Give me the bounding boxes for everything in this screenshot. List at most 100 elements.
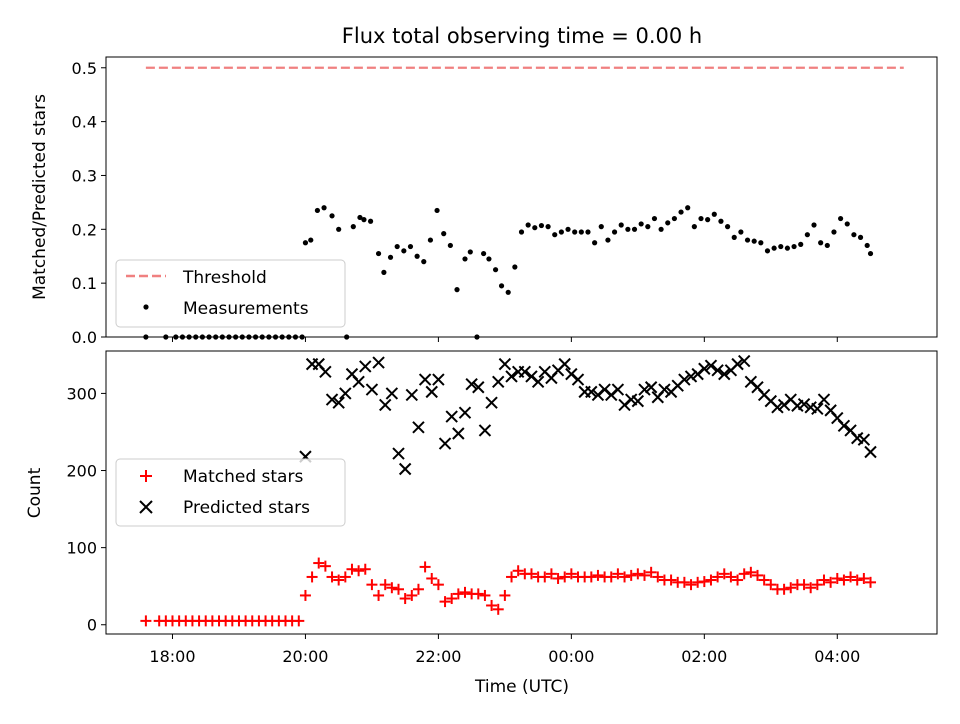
measurement-point [481,250,487,257]
matched-star-point [825,576,837,588]
measurement-point [558,229,564,235]
measurement-point [492,267,499,273]
predicted-star-point [864,445,877,459]
measurement-point [394,243,400,250]
measurement-point [233,334,239,340]
measurement-point [213,334,219,340]
measurement-point [804,232,810,238]
matched-star-point [506,571,518,583]
predicted-star-point [352,375,365,389]
predicted-star-point [332,396,345,409]
predicted-star-point [392,447,405,460]
bottom-y-tick-label: 200 [66,462,97,481]
matched-star-point [140,615,152,627]
predicted-star-point [718,367,731,381]
measurement-point [407,243,414,250]
matched-star-point [326,571,338,583]
matched-star-point [705,574,717,586]
predicted-star-point [638,383,651,396]
matched-star-point [306,571,318,583]
x-tick-label: 00:00 [548,647,594,666]
measurement-point [784,245,791,251]
measurement-point [751,238,757,244]
predicted-star-point [372,356,385,369]
matched-star-point [592,569,604,581]
measurement-point [246,334,252,340]
measurement-point [381,269,387,275]
x-axis-label: Time (UTC) [474,677,569,697]
top-y-axis-label: Matched/Predicted stars [30,94,50,300]
predicted-star-point [531,375,545,389]
measurement-point [434,207,440,214]
predicted-star-point [771,401,784,414]
measurement-point [831,229,837,235]
predicted-star-point [365,383,379,396]
matched-star-point [452,588,464,600]
matched-star-point [851,574,863,586]
matched-star-point [393,583,405,595]
measurement-point [421,259,427,265]
matched-star-point [612,568,624,580]
x-tick-label: 02:00 [681,647,727,666]
measurement-point [206,334,212,340]
predicted-star-point [611,383,625,396]
matched-star-point [339,571,351,583]
predicted-legend-label: Predicted stars [183,498,310,518]
measurement-point [299,334,305,340]
measurement-point [336,226,342,232]
predicted-star-point [385,387,399,400]
predicted-star-point [797,397,811,411]
bottom-legend-box [115,458,346,527]
measurement-point [744,237,751,243]
measurement-point [578,229,584,235]
predicted-star-point [644,381,658,394]
measurement-point [705,217,711,223]
matched-star-point [798,579,810,591]
measurement-point [665,220,671,226]
measurement-point [163,334,169,340]
matched-star-point [718,568,730,580]
matched-star-point [319,560,331,572]
measurement-point [651,215,658,222]
predicted-star-point [558,357,571,371]
measurement-point [344,334,350,340]
matched-star-point [831,572,843,584]
predicted-star-point [585,385,598,399]
bottom-panel: Count [25,350,938,635]
matched-star-point [379,579,391,591]
measurement-point [226,334,232,340]
predicted-star-point [465,377,478,391]
predicted-star-point [731,357,744,371]
measurement-point [824,242,830,249]
measurement-point [143,334,149,340]
predicted-star-point [485,396,498,409]
measurement-point [545,224,551,230]
measurement-point [738,229,744,235]
predicted-star-point [339,387,352,400]
predicted-star-point [398,462,412,476]
predicted-star-point [684,370,698,383]
matched-star-point [499,589,511,601]
predicted-legend-marker [139,500,153,514]
measurement-point [811,222,817,228]
measurement-point [186,334,192,340]
matched-star-point [359,563,371,575]
measurement-point [671,215,678,222]
measurements-legend-marker [143,304,149,310]
matched-star-point [525,568,537,580]
bottom-legend: Matched stars Predicted stars [115,458,346,527]
matched-star-point [712,571,724,583]
measurement-point [518,229,525,235]
predicted-star-point [837,419,851,433]
bottom-y-axis-label: Count [25,467,45,518]
matched-star-point [426,572,438,584]
measurement-point [498,283,505,289]
measurement-point [658,226,664,232]
measurement-point [851,232,857,238]
measurement-point [173,334,179,340]
matched-star-point [619,571,631,583]
predicted-star-point [438,437,452,450]
matched-star-point [645,566,657,578]
measurement-point [454,287,460,293]
bottom-y-tick-label: 100 [66,539,97,558]
